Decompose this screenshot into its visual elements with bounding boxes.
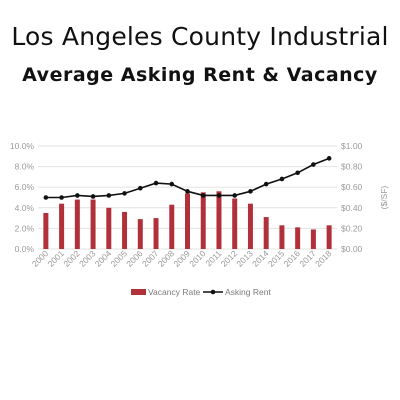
asking-rent-point bbox=[200, 193, 206, 198]
asking-rent-point bbox=[122, 191, 127, 196]
x-tick-label: 2004 bbox=[93, 248, 114, 269]
left-tick-label: 6.0% bbox=[15, 182, 35, 192]
x-tick-label: 2013 bbox=[234, 248, 255, 269]
vacancy-bar bbox=[185, 193, 190, 249]
right-tick-label: $1.00 bbox=[341, 141, 363, 151]
asking-rent-point bbox=[232, 193, 238, 198]
asking-rent-point bbox=[153, 180, 159, 186]
vacancy-bar bbox=[247, 203, 253, 249]
vacancy-bar bbox=[153, 218, 159, 249]
right-axis-label: ($/SF) bbox=[379, 186, 389, 210]
x-tick-label: 2011 bbox=[203, 248, 223, 268]
asking-rent-point bbox=[326, 156, 332, 161]
x-tick-label: 2016 bbox=[282, 248, 303, 269]
x-tick-label: 2005 bbox=[109, 248, 130, 269]
right-tick-label: $0.40 bbox=[341, 203, 363, 213]
vacancy-bar bbox=[200, 192, 206, 249]
left-tick-label: 0.0% bbox=[15, 244, 35, 254]
vacancy-bar bbox=[169, 204, 175, 249]
legend-swatch-vacancy-rate bbox=[131, 289, 146, 295]
asking-rent-point bbox=[279, 176, 285, 182]
vacancy-bar bbox=[59, 203, 65, 249]
vacancy-bar bbox=[295, 227, 301, 249]
x-tick-label: 2002 bbox=[61, 248, 82, 269]
left-tick-label: 10.0% bbox=[10, 141, 35, 151]
asking-rent-point bbox=[263, 181, 269, 187]
asking-rent-point bbox=[295, 170, 300, 176]
vacancy-bar bbox=[137, 219, 143, 249]
left-tick-label: 2.0% bbox=[15, 223, 35, 233]
x-tick-label: 2012 bbox=[219, 248, 240, 269]
right-tick-label: $0.60 bbox=[341, 182, 363, 192]
legend-label-asking-rent: Asking Rent bbox=[225, 287, 271, 297]
asking-rent-point bbox=[90, 194, 96, 199]
x-tick-label: 2006 bbox=[124, 248, 145, 269]
x-tick-label: 2007 bbox=[140, 248, 161, 269]
vacancy-bar bbox=[122, 211, 128, 249]
x-tick-label: 2015 bbox=[266, 248, 287, 269]
x-tick-label: 2009 bbox=[171, 248, 192, 269]
asking-rent-point bbox=[169, 181, 175, 187]
vacancy-bar bbox=[310, 229, 316, 249]
vacancy-bar bbox=[263, 217, 269, 249]
vacancy-bar bbox=[74, 199, 80, 249]
x-tick-label: 2018 bbox=[313, 248, 334, 269]
right-tick-label: $0.20 bbox=[341, 223, 363, 233]
right-tick-label: $0.00 bbox=[341, 244, 363, 254]
x-tick-label: 2003 bbox=[77, 248, 98, 269]
x-tick-label: 2008 bbox=[156, 248, 177, 269]
asking-rent-point bbox=[106, 193, 112, 198]
x-tick-label: 2017 bbox=[297, 248, 318, 269]
asking-rent-point bbox=[43, 195, 49, 200]
vacancy-bar bbox=[232, 198, 238, 249]
chart-subtitle: Average Asking Rent & Vacancy bbox=[22, 64, 378, 86]
legend-marker-asking-rent bbox=[210, 289, 216, 295]
asking-rent-point bbox=[311, 162, 316, 167]
legend-label-vacancy-rate: Vacancy Rate bbox=[148, 287, 201, 297]
x-tick-label: 2010 bbox=[187, 248, 208, 269]
vacancy-bar bbox=[106, 207, 112, 249]
asking-rent-point bbox=[75, 193, 80, 198]
asking-rent-point bbox=[137, 185, 143, 191]
x-tick-label: 2014 bbox=[250, 248, 271, 269]
asking-rent-point bbox=[59, 195, 64, 200]
left-tick-label: 4.0% bbox=[15, 203, 35, 213]
vacancy-bar bbox=[326, 225, 332, 249]
x-tick-label: 2001 bbox=[46, 248, 67, 269]
asking-rent-point bbox=[185, 189, 190, 194]
vacancy-bar bbox=[90, 199, 96, 249]
asking-rent-point bbox=[216, 193, 222, 198]
asking-rent-point bbox=[248, 189, 253, 194]
vacancy-bar bbox=[279, 225, 285, 249]
vacancy-bar bbox=[43, 212, 49, 249]
left-tick-label: 8.0% bbox=[15, 162, 35, 172]
chart-title: Los Angeles County Industrial bbox=[11, 22, 389, 51]
right-tick-label: $0.80 bbox=[341, 162, 363, 172]
vacancy-bar bbox=[216, 191, 222, 249]
